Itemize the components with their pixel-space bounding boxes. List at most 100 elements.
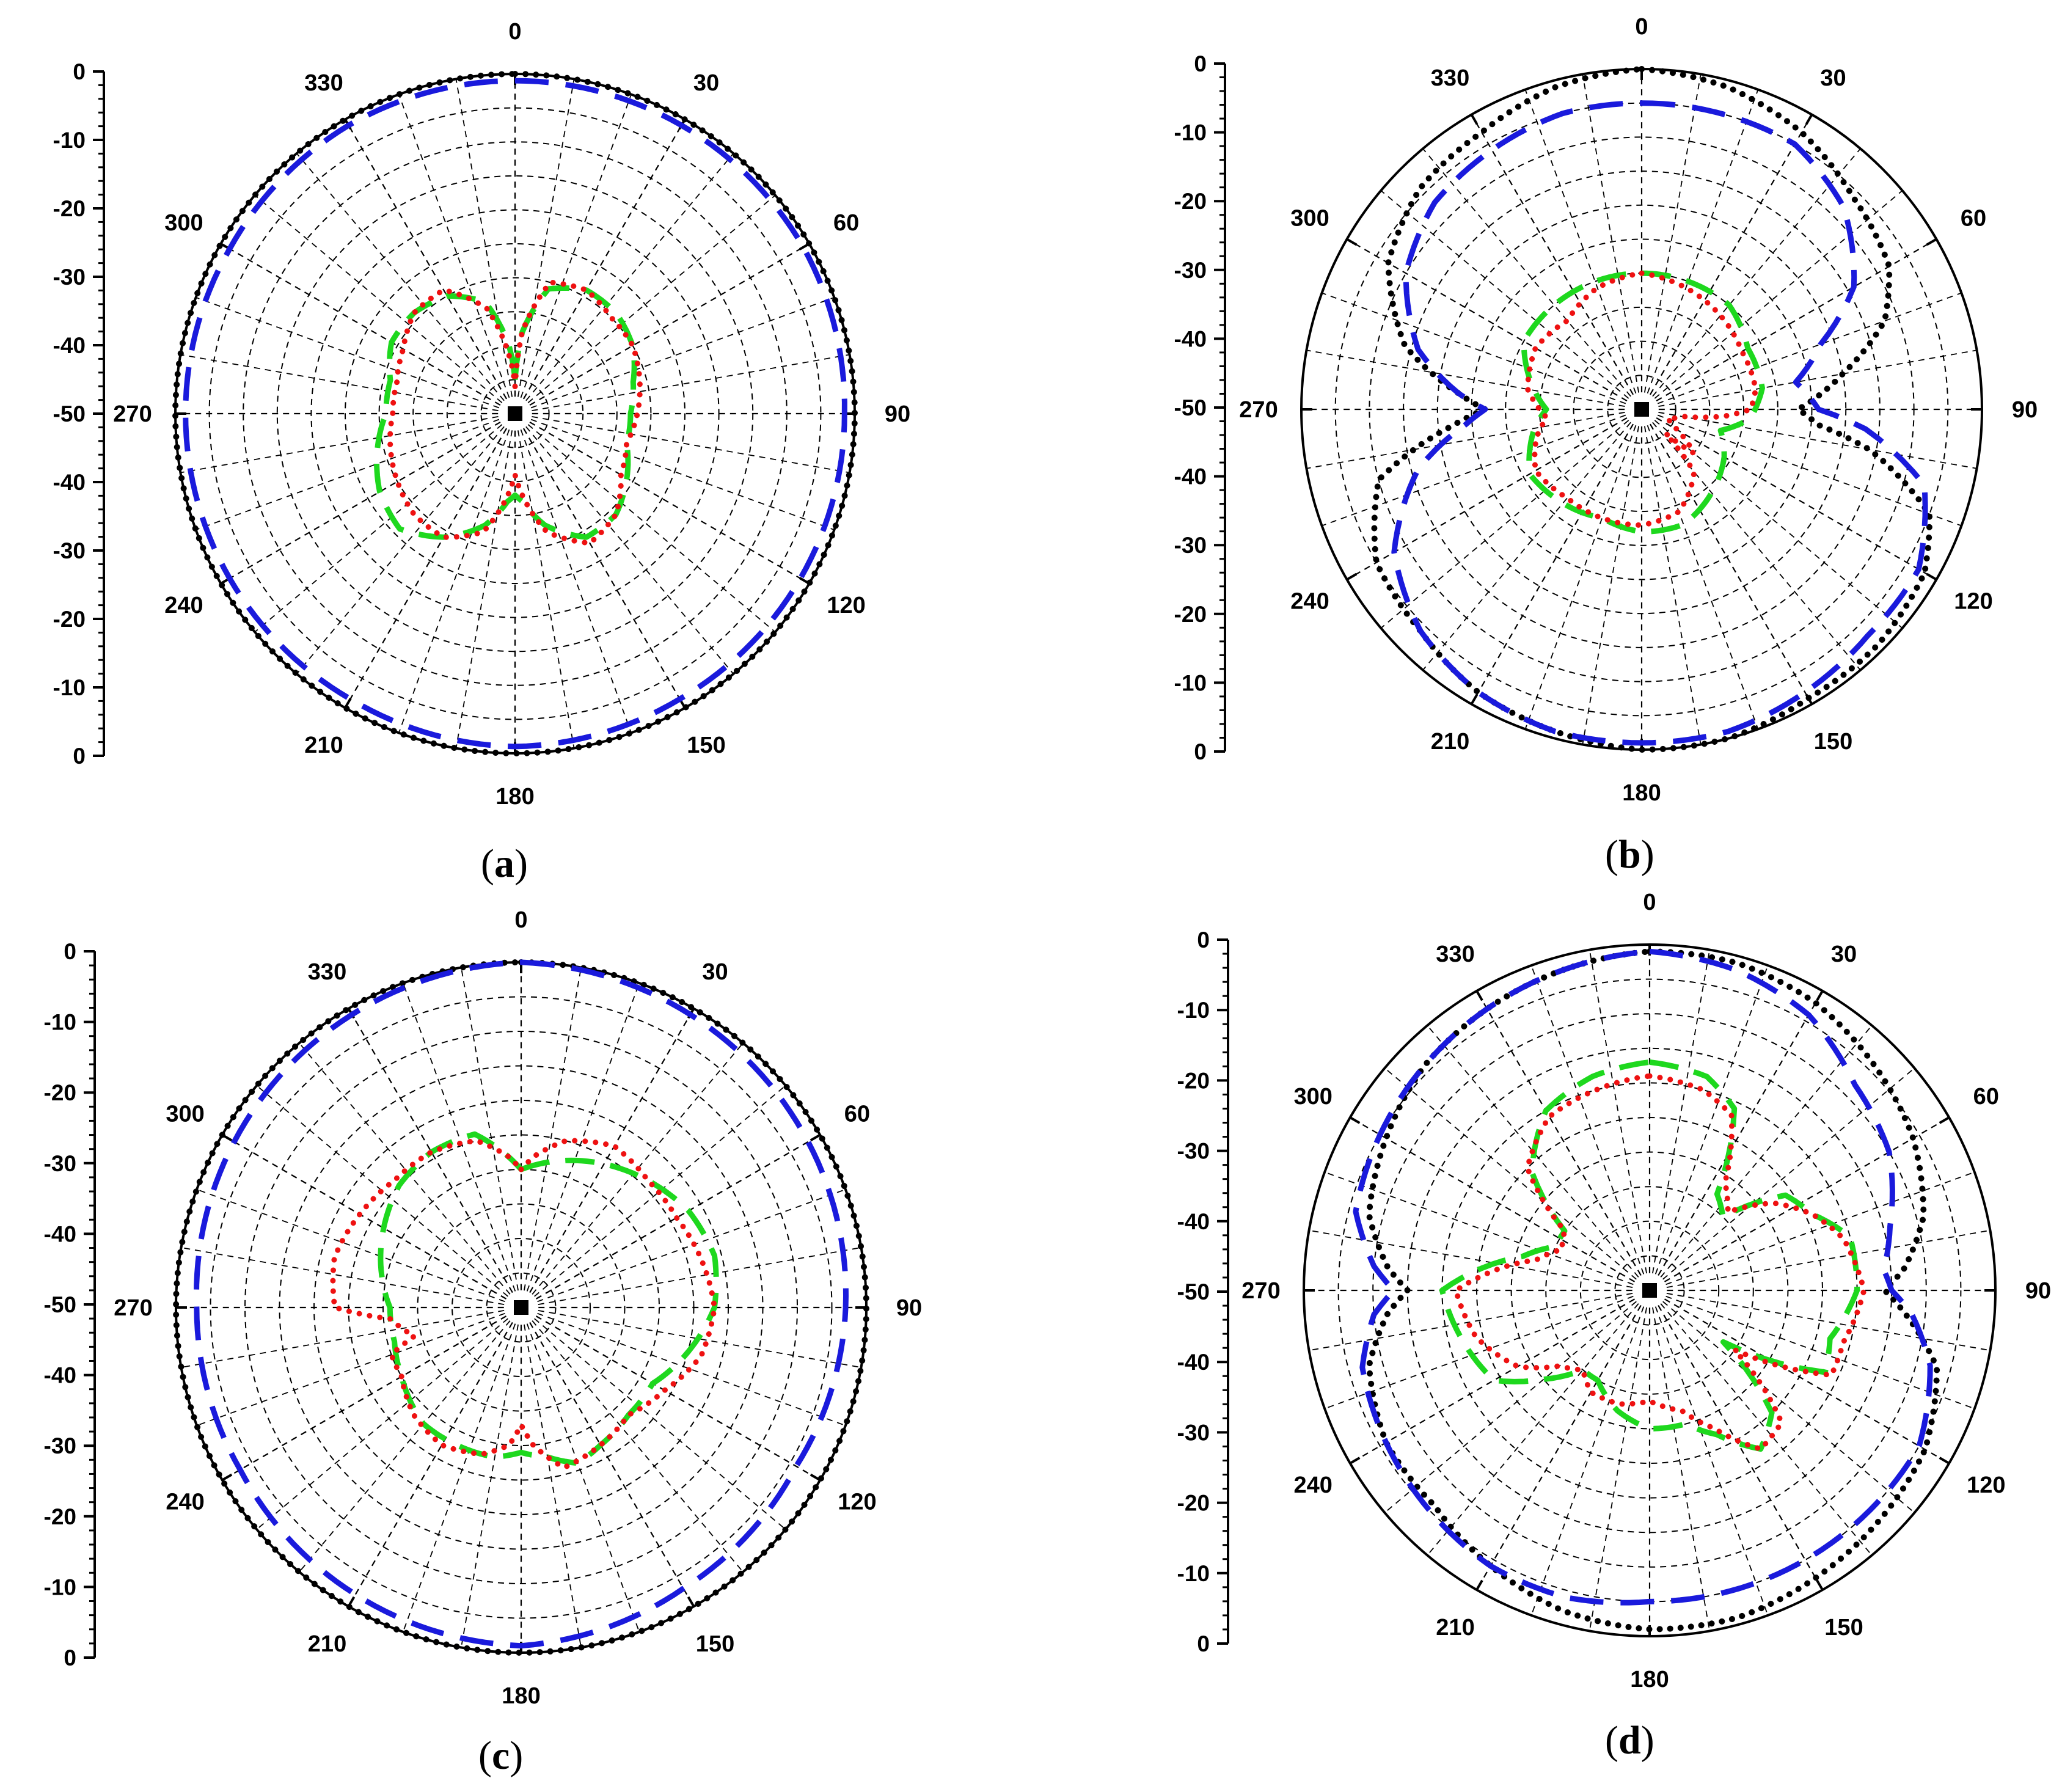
angle-label: 0 — [1643, 890, 1656, 915]
grid-spoke — [1427, 1303, 1639, 1556]
angle-label: 210 — [1436, 1615, 1474, 1640]
angle-tick — [1816, 990, 1824, 1001]
radial-axis-label: -30 — [53, 265, 86, 290]
radial-axis-label: -40 — [1174, 464, 1207, 489]
angle-label: 120 — [1954, 589, 1992, 615]
radial-axis-label: -10 — [1177, 998, 1210, 1023]
radial-axis-label: -40 — [44, 1221, 76, 1246]
grid-circle — [446, 345, 584, 483]
angle-tick — [1470, 693, 1479, 705]
series-line-0 — [1371, 66, 1933, 753]
grid-spoke — [1654, 1306, 1769, 1616]
angle-label: 90 — [2012, 397, 2038, 423]
grid-spoke — [1422, 422, 1631, 671]
grid-circle — [210, 996, 833, 1619]
angle-label: 0 — [508, 19, 521, 45]
angle-tick — [1475, 1579, 1483, 1591]
grid-spoke — [1306, 411, 1625, 469]
angle-label: 300 — [166, 1102, 204, 1127]
grid-circle — [1573, 340, 1711, 478]
grid-spoke — [1384, 1301, 1637, 1513]
grid-spoke — [1476, 1304, 1642, 1590]
radial-axis-label: -50 — [1177, 1279, 1210, 1304]
center-marker — [508, 406, 522, 421]
angle-label: 210 — [304, 733, 343, 758]
angle-tick — [1470, 114, 1479, 125]
angle-label: 60 — [844, 1102, 870, 1127]
radial-axis-label: -10 — [53, 675, 86, 700]
panel-caption: (b) — [1605, 832, 1654, 877]
radial-axis-label: -20 — [53, 607, 86, 632]
grid-spoke — [1350, 1117, 1636, 1282]
grid-spoke — [1652, 148, 1861, 397]
grid-spoke — [1652, 422, 1861, 671]
grid-spoke — [529, 421, 810, 584]
series-line-1 — [194, 959, 849, 1649]
grid-spoke — [1649, 114, 1813, 395]
angle-tick — [1349, 1457, 1361, 1465]
radial-axis-label: -40 — [1174, 326, 1207, 351]
angle-label: 180 — [1630, 1667, 1669, 1692]
angle-label: 300 — [1290, 206, 1329, 232]
radial-axis-label: -10 — [1177, 1561, 1210, 1586]
panel-caption: (a) — [481, 841, 528, 886]
radial-axis-label: -10 — [44, 1574, 76, 1600]
angle-label: 300 — [164, 210, 203, 236]
angle-label: 240 — [1293, 1472, 1332, 1498]
series-line-2 — [1521, 270, 1765, 535]
grid-spoke — [1647, 89, 1759, 394]
grid-spoke — [1666, 1229, 1991, 1288]
radial-axis-label: -20 — [1177, 1491, 1210, 1516]
grid-circle — [486, 1272, 557, 1343]
angle-label: 90 — [885, 401, 910, 427]
angle-tick — [1805, 114, 1813, 125]
radial-axis-label: -10 — [53, 128, 86, 153]
series-line-1 — [183, 78, 847, 750]
grid-spoke — [1664, 1117, 1950, 1282]
grid-circle — [345, 243, 686, 584]
radial-axis-label: -10 — [1174, 120, 1207, 145]
grid-spoke — [530, 419, 835, 531]
radial-axis-label: 0 — [1194, 51, 1207, 76]
grid-spoke — [1647, 425, 1759, 730]
grid-circle — [417, 1203, 626, 1412]
grid-spoke — [530, 296, 835, 409]
angle-label: 300 — [1293, 1084, 1332, 1110]
angle-label: 330 — [1436, 942, 1474, 967]
radial-axis-label: -20 — [44, 1504, 76, 1529]
grid-circle — [412, 311, 618, 516]
grid-spoke — [1306, 349, 1625, 408]
angle-label: 0 — [1635, 14, 1648, 40]
radial-axis-label: -30 — [1177, 1420, 1210, 1445]
grid-spoke — [455, 430, 513, 748]
grid-spoke — [1476, 990, 1642, 1276]
angle-label: 150 — [1814, 729, 1852, 755]
grid-spoke — [1660, 1025, 1873, 1278]
grid-spoke — [1658, 990, 1823, 1276]
grid-spoke — [220, 421, 501, 584]
angle-tick — [221, 1473, 233, 1482]
angle-label: 150 — [696, 1631, 734, 1657]
angle-label: 120 — [827, 593, 865, 618]
grid-circle — [1471, 238, 1813, 580]
grid-spoke — [345, 119, 508, 400]
grid-circle — [1579, 1220, 1720, 1361]
grid-spoke — [1582, 74, 1640, 393]
grid-spoke — [1665, 1171, 1975, 1285]
grid-circle — [1372, 1013, 1927, 1568]
grid-circle — [1614, 1255, 1685, 1326]
center-marker — [1634, 402, 1649, 417]
grid-spoke — [1309, 1229, 1633, 1288]
angle-label: 90 — [2025, 1278, 2051, 1304]
grid-spoke — [196, 296, 500, 409]
angle-label: 30 — [1831, 942, 1857, 967]
grid-spoke — [1657, 292, 1962, 404]
grid-spoke — [1530, 1306, 1645, 1616]
radial-axis-label: 0 — [1197, 1631, 1210, 1656]
angle-label: 180 — [1622, 780, 1661, 806]
angle-label: 270 — [1239, 397, 1278, 423]
series-line-0 — [172, 71, 858, 756]
